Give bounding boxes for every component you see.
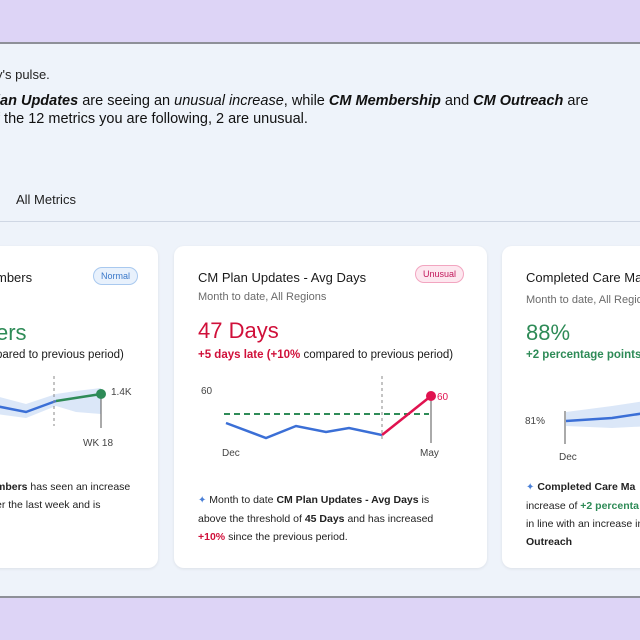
desc-metric-name: Completed Care Ma xyxy=(537,481,636,493)
desc-line-2: above the threshold of 45 Days and has i… xyxy=(198,510,478,528)
insights-window: y's pulse. lan Updates are seeing an unu… xyxy=(0,42,640,598)
insight-fragment: are xyxy=(563,93,589,109)
trend-chart: 60 60 Dec May xyxy=(201,376,449,459)
confidence-band xyxy=(566,401,640,428)
value-label: 1.4K xyxy=(111,387,132,398)
pulse-text: y's pulse. xyxy=(0,67,50,82)
desc-fragment: is xyxy=(418,494,430,506)
desc-metric-name: CM Plan Updates - Avg Days xyxy=(276,494,419,506)
y-axis-label: 81% xyxy=(525,416,545,427)
tab-divider xyxy=(0,221,640,222)
change-text: +2 percentage points xyxy=(526,349,640,361)
trend-line xyxy=(565,412,640,423)
status-badge: Normal xyxy=(93,267,139,285)
end-value-label: 60 xyxy=(437,392,449,403)
card-subtitle: Month to date, All Regions xyxy=(198,291,327,303)
change-amount: +2 percentage points xyxy=(526,349,640,361)
recent-trend-line xyxy=(55,392,102,403)
unusual-segment-line xyxy=(381,395,432,436)
insight-fragment: are seeing an xyxy=(78,93,175,109)
insight-metric-cm-membership: CM Membership xyxy=(328,93,441,109)
sparkline-chart: 1.4K WK 18 xyxy=(0,376,132,449)
desc-change: +2 percenta xyxy=(580,500,639,512)
desc-fragment: above the threshold of xyxy=(198,513,305,525)
desc-line-1: ✦ Completed Care Ma xyxy=(526,478,640,497)
desc-fragment: has seen an increase xyxy=(27,481,131,493)
trend-line xyxy=(0,399,57,414)
card-description: ✦ Completed Care Ma increase of +2 perce… xyxy=(526,478,640,551)
x-axis-start-label: Dec xyxy=(222,448,240,459)
card-subtitle: Month to date, All Regio xyxy=(526,294,640,306)
insight-line-1: lan Updates are seeing an unusual increa… xyxy=(0,92,588,110)
change-text: pared to previous period) xyxy=(0,349,124,361)
card-title: mbers xyxy=(0,270,33,285)
card-title: CM Plan Updates - Avg Days xyxy=(198,270,367,285)
metric-card-cm-membership[interactable]: mbers Normal ers pared to previous perio… xyxy=(0,246,158,568)
insight-fragment: and xyxy=(440,93,474,109)
change-text: +5 days late (+10% compared to previous … xyxy=(198,349,453,361)
desc-line-1: mbers has seen an increase xyxy=(0,478,156,496)
desc-line-1: ✦ Month to date CM Plan Updates - Avg Da… xyxy=(198,491,478,510)
metric-card-completed-care[interactable]: Completed Care Ma Month to date, All Reg… xyxy=(502,246,640,568)
metric-value: 88% xyxy=(526,320,571,345)
trend-line xyxy=(225,421,383,440)
card-description: ✦ Month to date CM Plan Updates - Avg Da… xyxy=(198,491,478,546)
sparkle-icon: ✦ xyxy=(198,495,207,506)
insight-line-2: f the 12 metrics you are following, 2 ar… xyxy=(0,111,308,127)
desc-line-3: +10% since the previous period. xyxy=(198,528,478,546)
desc-fragment: Month to date xyxy=(206,494,277,506)
y-axis-label: 60 xyxy=(201,386,213,397)
desc-fragment: since the previous period. xyxy=(225,531,348,543)
x-axis-end-label: May xyxy=(420,448,439,459)
desc-related-metric: Outreach xyxy=(526,536,573,548)
change-suffix: compared to previous period) xyxy=(300,349,454,361)
insight-metric-plan-updates: lan Updates xyxy=(0,93,79,109)
desc-fragment: and has increased xyxy=(344,513,434,525)
change-amount: +5 days late (+10% xyxy=(198,349,301,361)
end-point xyxy=(96,389,106,399)
desc-threshold: 45 Days xyxy=(304,513,345,525)
metric-card-cm-plan-updates[interactable]: CM Plan Updates - Avg Days Unusual Month… xyxy=(174,246,487,568)
end-point xyxy=(426,391,436,401)
desc-fragment: increase of xyxy=(526,500,581,512)
metric-value: 47 Days xyxy=(198,318,279,343)
card-description: mbers has seen an increase er the last w… xyxy=(0,478,156,514)
sparkle-icon: ✦ xyxy=(526,482,535,493)
insight-fragment: , while xyxy=(283,93,329,109)
x-axis-start-label: Dec xyxy=(559,452,577,463)
card-title: Completed Care Ma xyxy=(526,270,640,285)
desc-line-2: increase of +2 percenta xyxy=(526,497,640,515)
trend-chart: 81% Dec xyxy=(525,401,640,463)
desc-line-4: Outreach xyxy=(526,533,640,551)
insight-text: lan Updates are seeing an unusual increa… xyxy=(0,92,588,128)
insight-metric-cm-outreach: CM Outreach xyxy=(473,93,564,109)
desc-bold: mbers xyxy=(0,481,28,493)
metric-value: ers xyxy=(0,320,27,345)
insight-unusual-increase: unusual increase xyxy=(174,93,284,109)
tab-all-metrics[interactable]: All Metrics xyxy=(16,192,76,207)
x-axis-label: WK 18 xyxy=(83,438,113,449)
status-badge: Unusual xyxy=(415,265,465,283)
desc-line-3: in line with an increase in xyxy=(526,518,640,530)
desc-change-percent: +10% xyxy=(198,531,226,543)
desc-line-2: er the last week and is xyxy=(0,499,101,511)
